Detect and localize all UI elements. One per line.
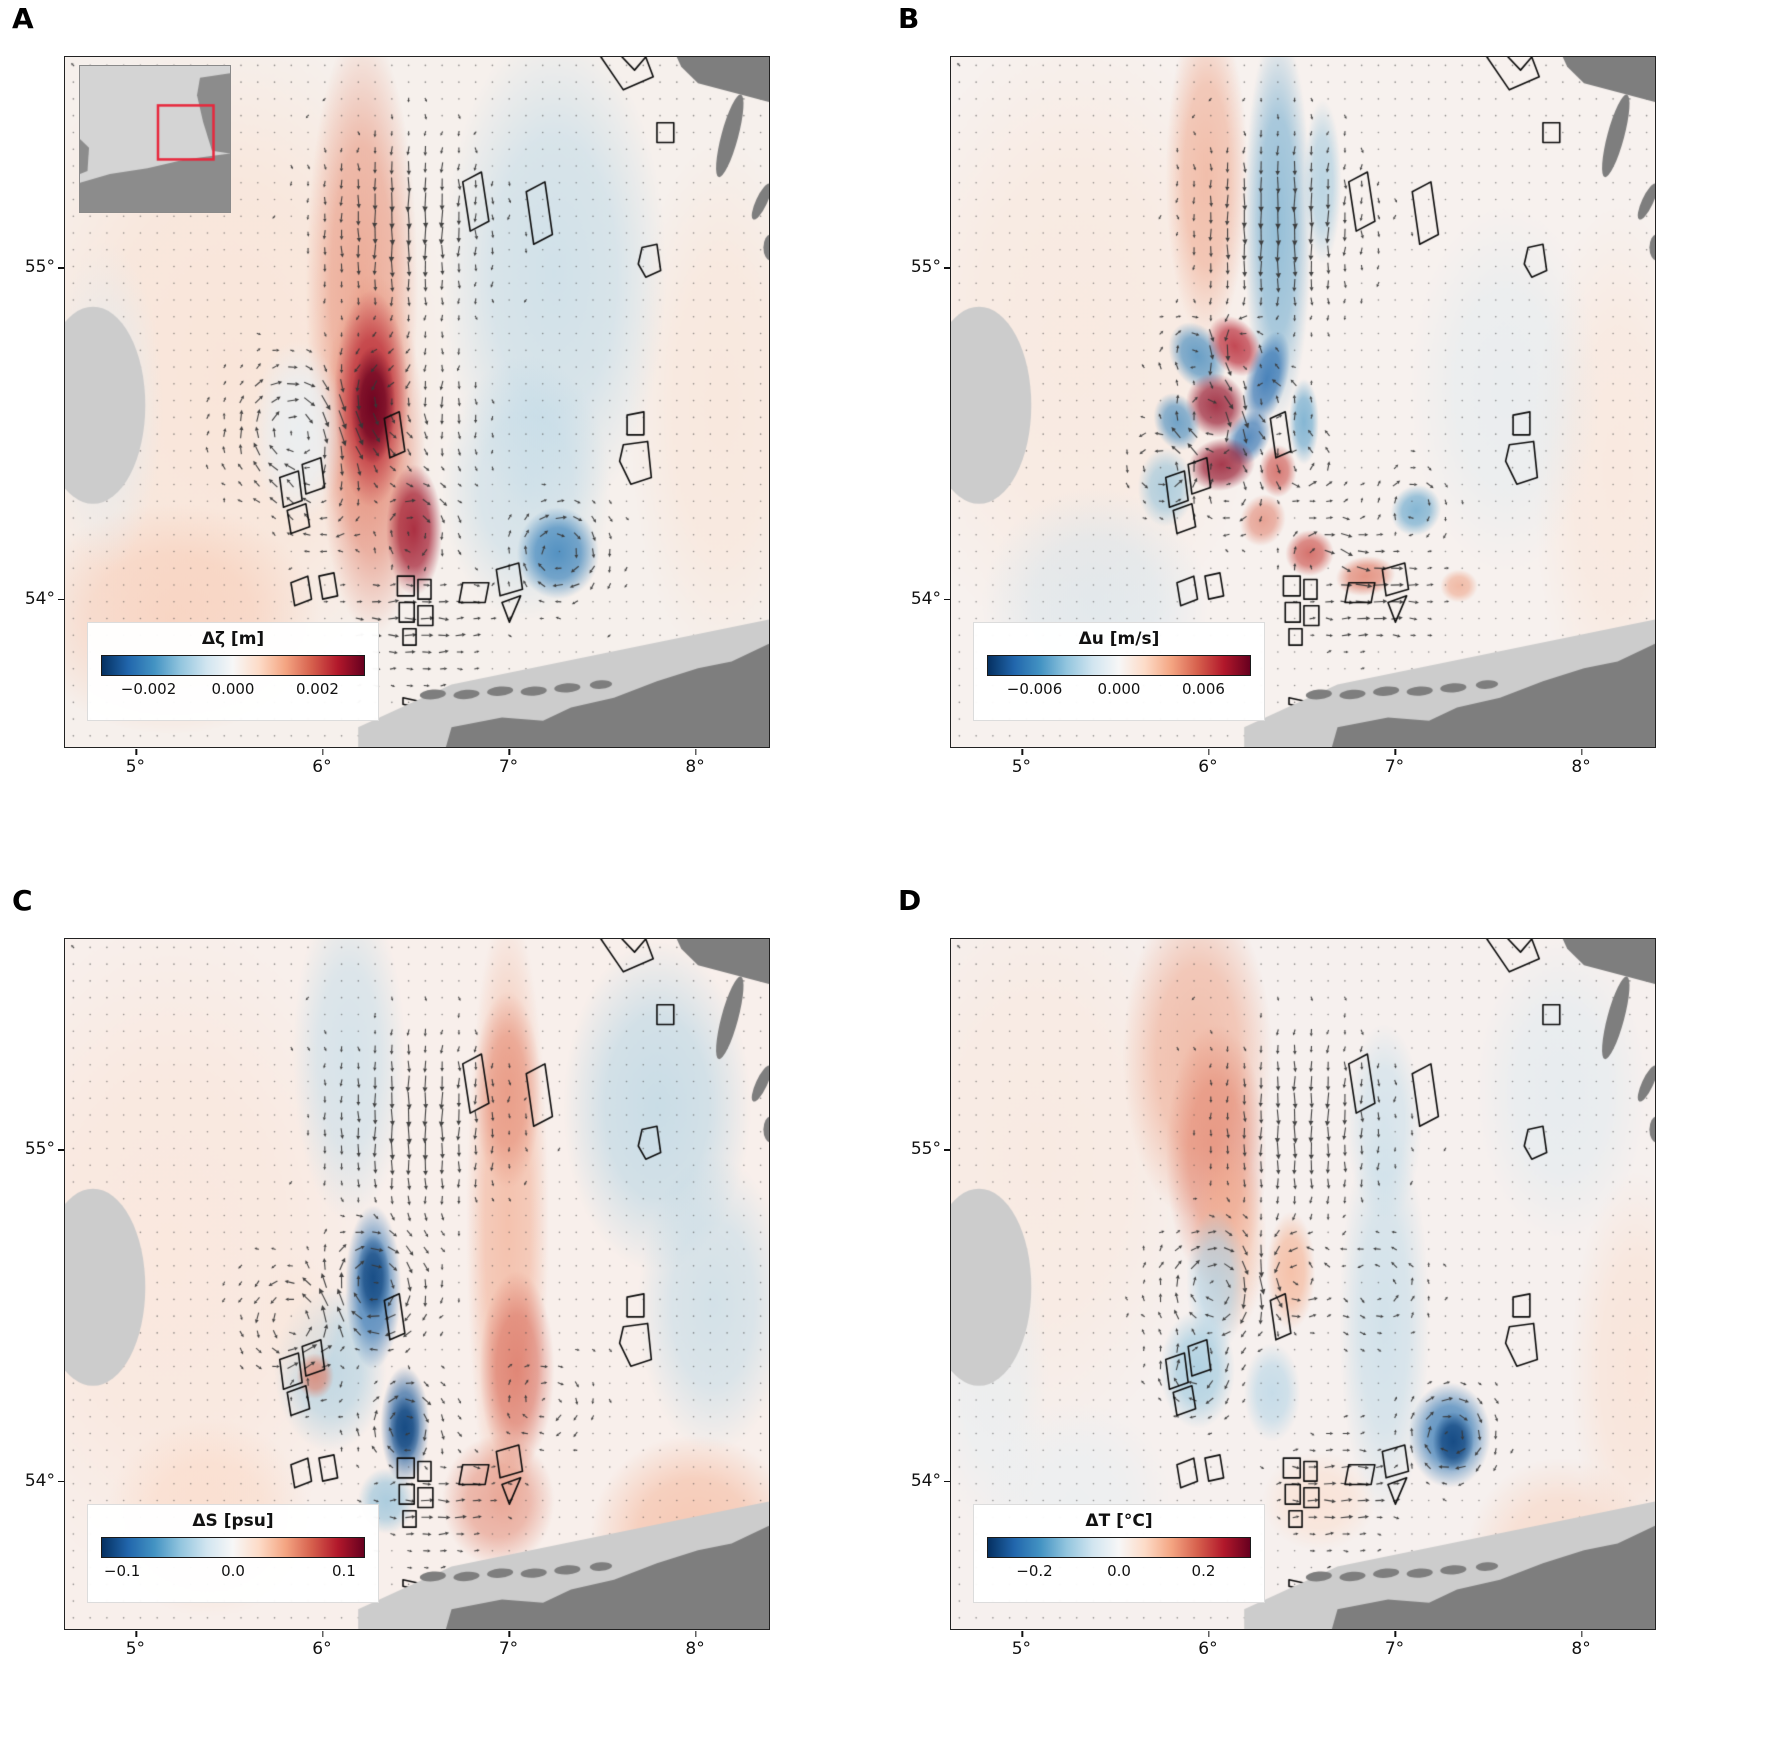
colorbar-a: Δζ [m] −0.002 0.000 0.002: [87, 622, 379, 721]
map-d: 55° 54° 5° 6° 7° 8° ΔT [°C] −0.2 0.0 0.2: [911, 938, 1656, 1659]
x-tick-label: 6°: [312, 1631, 332, 1659]
y-tick-label: 55°: [910, 1139, 951, 1160]
y-tick-label: 55°: [24, 257, 65, 278]
colorbar-tick-label: 0.000: [1097, 680, 1141, 698]
panel-a: A 55° 54° 5° 6° 7° 8° Δζ [m] −0.002 0.00…: [0, 0, 886, 882]
colorbar-d-gradient: [987, 1537, 1251, 1558]
colorbar-a-title: Δζ [m]: [201, 629, 265, 649]
y-tick-label: 54°: [910, 588, 951, 609]
colorbar-c-ticks: −0.1 0.0 0.1: [101, 1558, 365, 1580]
colorbar-d-ticks: −0.2 0.0 0.2: [987, 1558, 1251, 1580]
colorbar-tick-label: −0.1: [103, 1562, 141, 1580]
panel-b-letter: B: [898, 2, 920, 35]
colorbar-b: Δu [m/s] −0.006 0.000 0.006: [973, 622, 1265, 721]
colorbar-d-title: ΔT [°C]: [1085, 1511, 1153, 1531]
y-tick-label: 54°: [24, 1470, 65, 1491]
panel-c: C 55° 54° 5° 6° 7° 8° ΔS [psu] −0.1 0.0 …: [0, 882, 886, 1764]
x-tick-label: 8°: [685, 749, 705, 777]
x-tick-label: 5°: [1011, 749, 1032, 777]
colorbar-a-gradient: [101, 655, 365, 676]
colorbar-b-ticks: −0.006 0.000 0.006: [987, 676, 1251, 698]
colorbar-tick-label: −0.002: [120, 680, 177, 698]
colorbar-b-gradient: [987, 655, 1251, 676]
y-tick-label: 55°: [910, 257, 951, 278]
inset-overview-map: [79, 65, 231, 213]
x-tick-label: 6°: [312, 749, 332, 777]
y-tick-label: 54°: [910, 1470, 951, 1491]
x-tick-label: 5°: [125, 749, 146, 777]
colorbar-a-ticks: −0.002 0.000 0.002: [101, 676, 365, 698]
x-tick-label: 7°: [1384, 749, 1405, 777]
panel-d-letter: D: [898, 884, 922, 917]
colorbar-tick-label: 0.006: [1181, 680, 1225, 698]
colorbar-tick-label: −0.2: [1016, 1562, 1053, 1580]
x-tick-label: 7°: [498, 1631, 519, 1659]
colorbar-tick-label: 0.2: [1191, 1562, 1216, 1580]
colorbar-tick-label: 0.002: [295, 680, 339, 698]
x-tick-label: 8°: [1571, 1631, 1591, 1659]
panel-c-letter: C: [12, 884, 33, 917]
x-tick-label: 6°: [1198, 749, 1218, 777]
panel-d: D 55° 54° 5° 6° 7° 8° ΔT [°C] −0.2 0.0 0…: [886, 882, 1772, 1764]
x-tick-label: 7°: [1384, 1631, 1405, 1659]
x-tick-label: 6°: [1198, 1631, 1218, 1659]
x-tick-label: 5°: [1011, 1631, 1032, 1659]
colorbar-tick-label: 0.0: [1107, 1562, 1131, 1580]
colorbar-c: ΔS [psu] −0.1 0.0 0.1: [87, 1504, 379, 1603]
y-tick-label: 54°: [24, 588, 65, 609]
map-a: 55° 54° 5° 6° 7° 8° Δζ [m] −0.002 0.000 …: [25, 56, 770, 777]
x-tick-label: 8°: [1571, 749, 1591, 777]
map-b: 55° 54° 5° 6° 7° 8° Δu [m/s] −0.006 0.00…: [911, 56, 1656, 777]
colorbar-tick-label: 0.1: [331, 1562, 356, 1580]
colorbar-d: ΔT [°C] −0.2 0.0 0.2: [973, 1504, 1265, 1603]
panel-a-letter: A: [12, 2, 34, 35]
colorbar-b-title: Δu [m/s]: [1078, 629, 1160, 649]
x-tick-label: 8°: [685, 1631, 705, 1659]
colorbar-tick-label: 0.0: [221, 1562, 245, 1580]
panel-b: B 55° 54° 5° 6° 7° 8° Δu [m/s] −0.006 0.…: [886, 0, 1772, 882]
x-tick-label: 7°: [498, 749, 519, 777]
y-tick-label: 55°: [24, 1139, 65, 1160]
map-c: 55° 54° 5° 6° 7° 8° ΔS [psu] −0.1 0.0 0.…: [25, 938, 770, 1659]
colorbar-c-gradient: [101, 1537, 365, 1558]
colorbar-tick-label: −0.006: [1006, 680, 1063, 698]
x-tick-label: 5°: [125, 1631, 146, 1659]
colorbar-c-title: ΔS [psu]: [192, 1511, 274, 1531]
colorbar-tick-label: 0.000: [211, 680, 255, 698]
